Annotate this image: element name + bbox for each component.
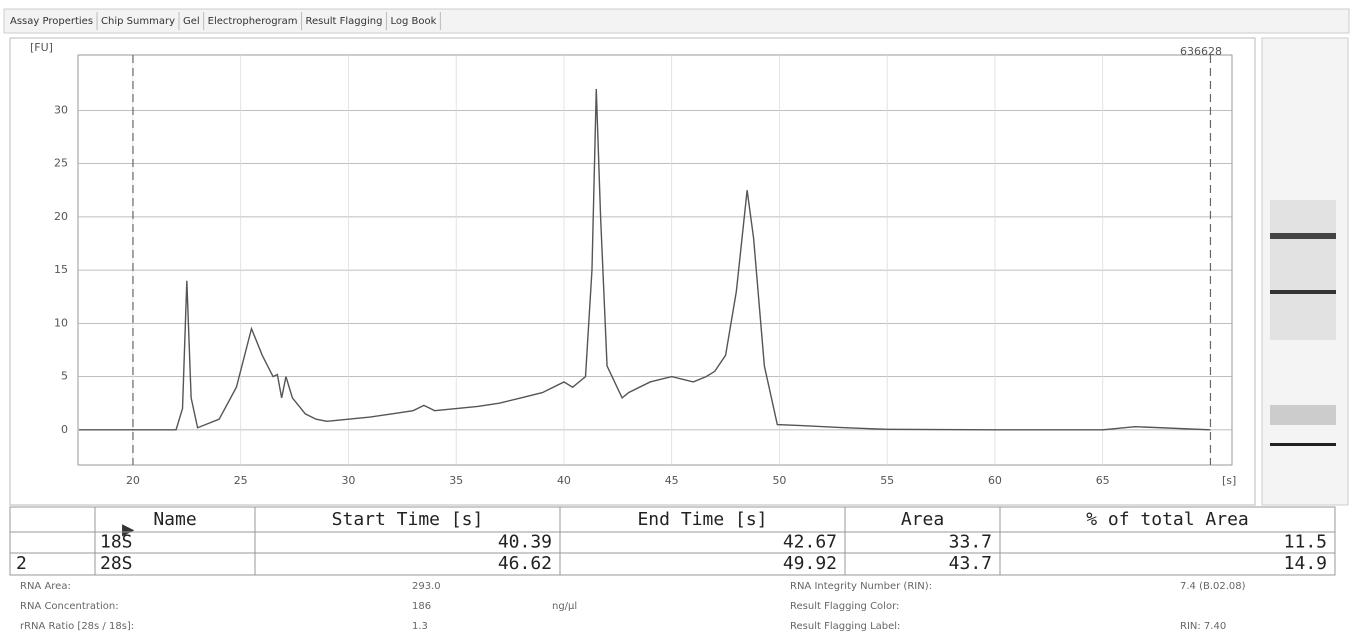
screen: ▶ Assay PropertiesChip SummaryGelElectro… [0, 0, 1353, 637]
cell: 42.67 [783, 532, 837, 553]
cell-name: 28S [100, 553, 133, 574]
x-tick-label: 40 [557, 474, 571, 487]
column-header[interactable]: % of total Area [1086, 509, 1249, 530]
summary-unit: ng/µl [552, 601, 577, 612]
y-axis-label: [FU] [30, 41, 53, 54]
cell: 43.7 [949, 553, 992, 574]
cell: 49.92 [783, 553, 837, 574]
x-tick-label: 20 [126, 474, 140, 487]
tab[interactable]: Result Flagging [306, 16, 383, 27]
y-tick-label: 5 [61, 370, 68, 383]
y-tick-label: 10 [54, 316, 68, 329]
column-header[interactable]: End Time [s] [637, 509, 767, 530]
cell: 40.39 [498, 532, 552, 553]
summary-value: 1.3 [412, 621, 428, 632]
cell: 46.62 [498, 553, 552, 574]
summary-value: 293.0 [412, 581, 441, 592]
x-tick-label: 30 [341, 474, 355, 487]
x-tick-label: 45 [665, 474, 679, 487]
y-tick-label: 30 [54, 103, 68, 116]
y-tick-label: 15 [54, 263, 68, 276]
tab[interactable]: Assay Properties [10, 16, 93, 27]
row-index: 2 [16, 553, 27, 574]
gel-band [1270, 290, 1336, 294]
summary-value: RIN: 7.40 [1180, 621, 1226, 632]
tab[interactable]: Chip Summary [101, 16, 175, 27]
x-tick-label: 65 [1096, 474, 1110, 487]
summary-label: Result Flagging Label: [790, 621, 900, 632]
cell: 33.7 [949, 532, 992, 553]
y-tick-label: 20 [54, 210, 68, 223]
annotation: 636628 [1180, 45, 1222, 58]
x-tick-label: 50 [772, 474, 786, 487]
summary-value: 186 [412, 601, 431, 612]
summary-label: RNA Area: [20, 581, 71, 592]
column-header[interactable]: Start Time [s] [332, 509, 484, 530]
summary-label: RNA Integrity Number (RIN): [790, 581, 932, 592]
gel-band [1270, 405, 1336, 425]
x-tick-label: 25 [234, 474, 248, 487]
x-axis-label: [s] [1222, 474, 1236, 487]
gel-band [1270, 443, 1336, 446]
cell-name: 18S [100, 532, 133, 553]
x-tick-label: 60 [988, 474, 1002, 487]
x-tick-label: 55 [880, 474, 894, 487]
tab[interactable]: Electropherogram [208, 16, 298, 27]
tab[interactable]: Gel [183, 16, 200, 27]
column-header[interactable]: Name [153, 509, 196, 530]
summary-label: RNA Concentration: [20, 601, 119, 612]
column-header[interactable]: Area [901, 509, 944, 530]
y-tick-label: 25 [54, 157, 68, 170]
gel-smear [1270, 200, 1336, 340]
summary-label: Result Flagging Color: [790, 601, 899, 612]
y-tick-label: 0 [61, 423, 68, 436]
tab[interactable]: Log Book [390, 16, 436, 27]
summary-value: 7.4 (B.02.08) [1180, 581, 1246, 592]
gel-band [1270, 233, 1336, 239]
cell: 14.9 [1284, 553, 1327, 574]
summary-label: rRNA Ratio [28s / 18s]: [20, 621, 134, 632]
tab-bar [4, 9, 1349, 33]
chart-panel [10, 38, 1255, 505]
page: {"tabs": ["Assay Properties", "Chip Summ… [0, 0, 1353, 637]
cell: 11.5 [1284, 532, 1327, 553]
x-tick-label: 35 [449, 474, 463, 487]
